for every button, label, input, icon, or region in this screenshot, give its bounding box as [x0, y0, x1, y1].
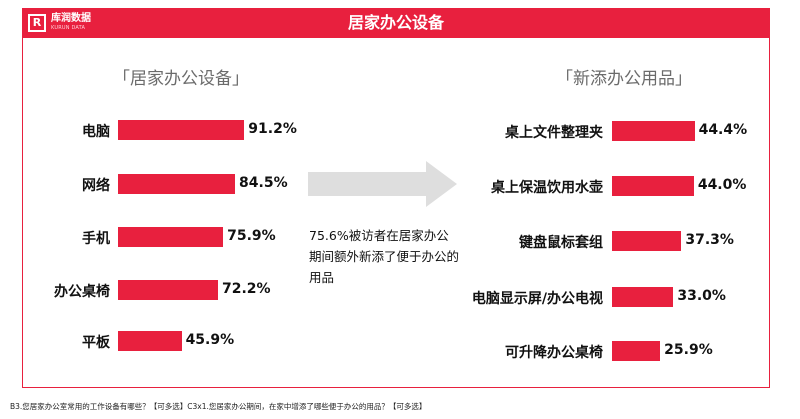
category-label: 平板: [82, 335, 110, 351]
logo-subtext: KURUN DATA: [51, 25, 86, 31]
bar: [118, 331, 182, 351]
logo-mark-icon: R: [28, 14, 46, 32]
bar: [612, 341, 661, 361]
category-label: 网络: [82, 178, 110, 194]
bar: [612, 121, 695, 141]
category-label: 电脑: [82, 124, 110, 140]
value-label: 84.5%: [239, 175, 288, 191]
value-label: 44.0%: [697, 177, 747, 193]
bar: [118, 174, 236, 194]
category-label: 桌上保温饮用水壶: [491, 180, 603, 196]
value-label: 44.4%: [698, 122, 748, 138]
left-chart-title: 「居家办公设备」: [113, 69, 249, 89]
logo-text: 库润数据: [51, 13, 91, 24]
bar: [612, 287, 674, 307]
bar: [612, 231, 682, 251]
category-label: 办公桌椅: [54, 284, 110, 300]
category-label: 手机: [82, 231, 110, 247]
bar: [612, 176, 694, 196]
bar: [118, 280, 218, 300]
bar: [118, 120, 245, 140]
value-label: 72.2%: [221, 281, 271, 297]
category-label: 电脑显示屏/办公电视: [471, 291, 603, 307]
page-title: 居家办公设备: [347, 13, 444, 32]
value-label: 75.9%: [227, 228, 276, 244]
value-label: 33.0%: [677, 288, 726, 304]
bar: [118, 227, 224, 247]
category-label: 桌上文件整理夹: [505, 125, 603, 141]
value-label: 37.3%: [685, 232, 734, 248]
highlight-note: 75.6%被访者在居家办公期间额外新添了便于办公的用品: [309, 228, 460, 285]
category-label: 键盘鼠标套组: [519, 235, 603, 251]
arrow-right-icon: [308, 161, 457, 207]
value-label: 25.9%: [664, 342, 713, 358]
value-label: 45.9%: [185, 332, 235, 348]
right-chart-title: 「新添办公用品」: [556, 69, 692, 89]
value-label: 91.2%: [248, 121, 297, 137]
content-frame: [22, 38, 770, 388]
category-label: 可升降办公桌椅: [505, 345, 603, 361]
brand-logo: R 库润数据 KURUN DATA: [28, 13, 138, 35]
header-bar: R 库润数据 KURUN DATA 居家办公设备: [22, 8, 770, 38]
survey-footnote: B3.您居家办公室常用的工作设备有哪些？【可多选】C3x1.您居家办公期间，在家…: [10, 402, 427, 411]
